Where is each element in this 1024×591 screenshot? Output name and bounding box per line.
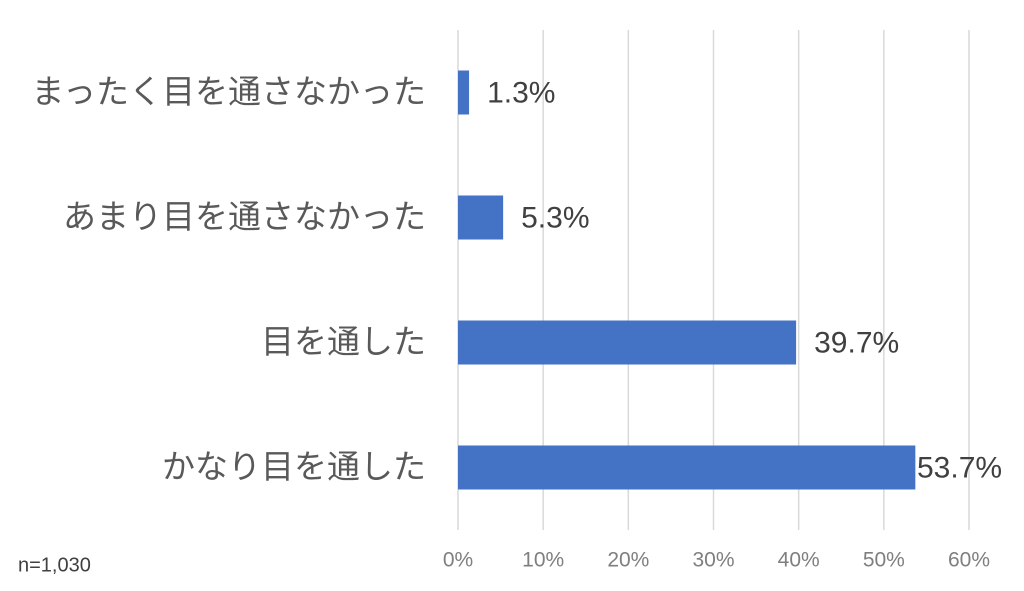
value-label: 5.3% — [521, 201, 589, 234]
bar — [458, 195, 504, 240]
x-tick-label: 0% — [443, 549, 473, 572]
bar — [458, 320, 797, 365]
x-tick-label: 40% — [778, 549, 820, 572]
x-tick-label: 20% — [607, 549, 649, 572]
bar — [458, 70, 470, 115]
value-label: 1.3% — [487, 76, 555, 109]
x-tick-label: 10% — [522, 549, 564, 572]
x-tick-label: 60% — [948, 549, 990, 572]
value-label: 39.7% — [814, 326, 899, 359]
y-tick-label: あまり目を通さなかった — [63, 198, 426, 235]
sample-size-note: n=1,030 — [18, 554, 91, 576]
y-tick-label: 目を通した — [261, 323, 426, 360]
y-tick-label: かなり目を通した — [162, 448, 426, 485]
value-label: 53.7% — [917, 451, 1002, 484]
bar — [458, 445, 916, 490]
y-tick-label: まったく目を通さなかった — [31, 73, 426, 110]
x-tick-label: 50% — [863, 549, 905, 572]
x-tick-label: 30% — [692, 549, 734, 572]
